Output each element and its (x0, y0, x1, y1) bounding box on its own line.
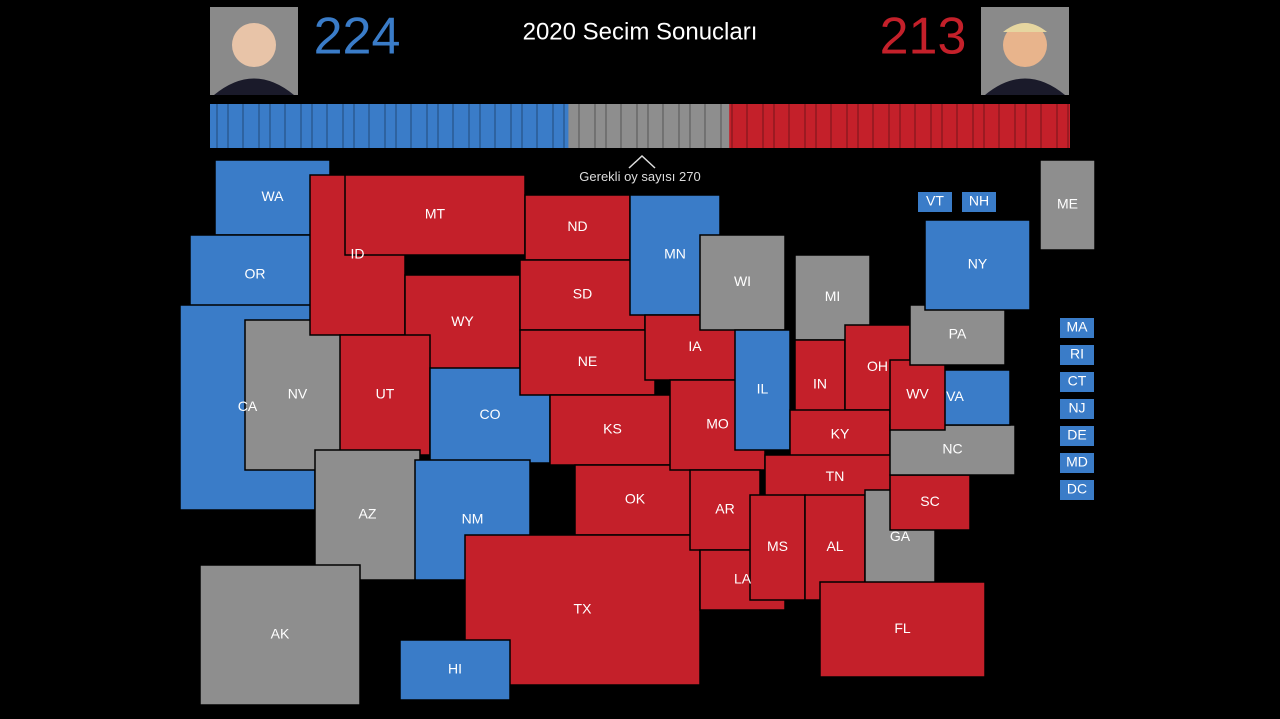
state-label: SD (573, 286, 592, 302)
small-state-label: CT (1068, 373, 1087, 389)
state-label: WV (906, 386, 929, 402)
state-label: MS (767, 538, 788, 554)
state-label: PA (949, 326, 967, 342)
state-label: WY (451, 313, 474, 329)
state (889, 359, 946, 431)
state-label: AK (271, 626, 290, 642)
state-label: ID (351, 246, 365, 262)
state-label: KY (831, 426, 850, 442)
state-label: LA (734, 571, 752, 587)
title: 2020 Secim Sonucları (523, 18, 758, 45)
state-label: VA (946, 388, 964, 404)
state-label: ME (1057, 196, 1078, 212)
state-label: OR (245, 266, 266, 282)
state (344, 174, 526, 256)
right-score: 213 (880, 8, 967, 66)
state (199, 564, 361, 706)
state-label: MO (706, 416, 729, 432)
state (399, 639, 511, 701)
small-state-box (1060, 345, 1094, 365)
state (1039, 159, 1096, 251)
state (574, 464, 696, 536)
small-state-label: RI (1070, 346, 1084, 362)
state-label: MN (664, 246, 686, 262)
state-label: NY (968, 256, 988, 272)
state (889, 474, 971, 531)
state (519, 329, 656, 396)
state-label: CO (480, 406, 501, 422)
state-label: WA (261, 188, 284, 204)
state-label: OH (867, 358, 888, 374)
threshold-label: Gerekli oy sayısı 270 (579, 169, 700, 184)
small-state-box (918, 192, 952, 212)
state (789, 409, 891, 461)
small-state-box (1060, 453, 1094, 473)
state-label: NV (288, 386, 308, 402)
small-state-box (1060, 318, 1094, 338)
state (889, 424, 1016, 476)
state-label: NE (578, 353, 597, 369)
left-segment (210, 104, 569, 148)
state-label: HI (448, 661, 462, 677)
score-bar (210, 104, 1070, 169)
small-state-label: MD (1066, 454, 1088, 470)
state-label: IN (813, 376, 827, 392)
small-state-label: VT (926, 193, 944, 209)
small-state-box (1060, 426, 1094, 446)
map: WA OR CA NV ID MT WY UT CO AZ NM ND SD NE KS OK TX MN IA MO… (179, 159, 1096, 706)
small-state-box (1060, 480, 1094, 500)
small-state-label: NH (969, 193, 989, 209)
state (519, 259, 646, 331)
small-state-label: NJ (1068, 400, 1085, 416)
state (339, 334, 431, 456)
small-state-label: DE (1067, 427, 1086, 443)
left-photo (210, 7, 298, 95)
state-label: MI (825, 288, 841, 304)
state-label: CA (238, 398, 258, 414)
small-state-box (1060, 399, 1094, 419)
state-label: AZ (359, 506, 377, 522)
threshold-marker (628, 154, 656, 169)
state-label: IA (688, 338, 702, 354)
state-label: AL (826, 538, 843, 554)
state-label: NC (942, 441, 962, 457)
state (549, 394, 676, 466)
state-label: NM (462, 511, 484, 527)
threshold-value: 270 (679, 169, 701, 184)
small-state-label: MA (1067, 319, 1089, 335)
state-label: SC (920, 493, 939, 509)
state-label: KS (603, 421, 622, 437)
state-label: MT (425, 206, 446, 222)
state-label: WI (734, 273, 751, 289)
state (924, 219, 1031, 311)
state-label: IL (757, 381, 769, 397)
state-label: ND (567, 218, 587, 234)
state-label: TN (826, 468, 845, 484)
state (189, 234, 321, 316)
right-photo (981, 7, 1069, 95)
state (314, 449, 421, 581)
state-label: OK (625, 491, 646, 507)
state-label: AR (715, 501, 734, 517)
small-state-box (1060, 372, 1094, 392)
state (819, 581, 986, 678)
state (749, 494, 806, 601)
small-state-box (962, 192, 996, 212)
small-state-label: DC (1067, 481, 1087, 497)
left-score: 224 (314, 8, 401, 66)
state (244, 319, 351, 471)
state (734, 329, 791, 451)
threshold-text: Gerekli oy sayısı (579, 169, 675, 184)
state-label: GA (890, 528, 911, 544)
state-label: FL (894, 620, 911, 636)
state-label: UT (376, 386, 395, 402)
state-label: TX (574, 601, 593, 617)
